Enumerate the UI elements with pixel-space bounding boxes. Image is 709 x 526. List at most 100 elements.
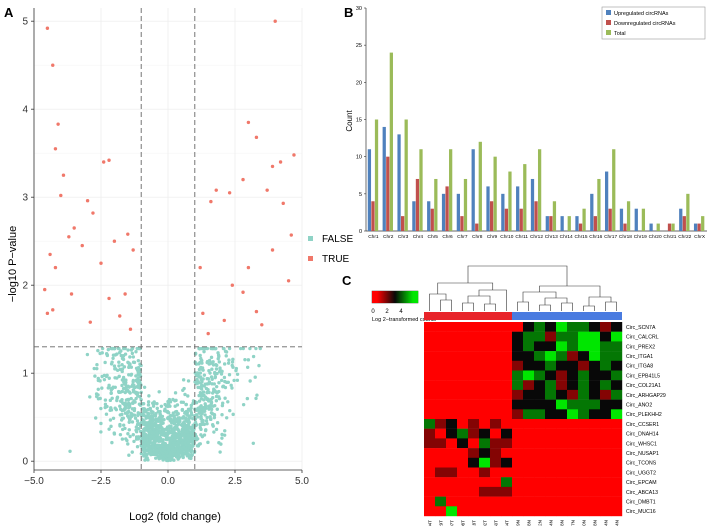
heatmap-cell <box>490 467 502 478</box>
volcano-point-false <box>168 452 172 457</box>
volcano-point-false <box>104 405 108 409</box>
volcano-point-true <box>53 265 58 270</box>
panel-label-b: B <box>344 5 353 20</box>
volcano-point-false <box>130 351 135 356</box>
volcano-point-false <box>189 453 194 458</box>
heatmap-cell <box>468 457 480 468</box>
bar-legend-label-down: Downregulated circRNAs <box>614 21 676 27</box>
heatmap-cell <box>578 419 590 429</box>
volcano-point-false <box>251 354 256 359</box>
heatmap-cell <box>435 506 447 517</box>
bar-downregulated-chr21 <box>667 223 672 231</box>
bar-downregulated-chr22 <box>682 216 686 231</box>
volcano-point-false <box>187 414 191 418</box>
volcano-point-false <box>160 426 164 430</box>
volcano-point-false <box>95 366 99 371</box>
heatmap-cell <box>490 351 502 361</box>
color-key-segment <box>373 291 375 303</box>
volcano-point-false <box>125 397 130 402</box>
heatmap-cell <box>468 370 480 381</box>
volcano-point-false <box>253 375 257 379</box>
volcano-point-false <box>205 421 209 426</box>
volcano-point-false <box>107 427 111 431</box>
volcano-point-false <box>210 377 214 382</box>
volcano-point-false <box>127 415 131 420</box>
heatmap-cell <box>512 399 524 410</box>
color-key-segment <box>380 291 382 303</box>
heatmap-row-label: Circ_COL21A1 <box>626 383 661 389</box>
heatmap-cell <box>611 331 623 342</box>
volcano-point-false <box>212 430 216 434</box>
volcano-point-false <box>98 351 102 356</box>
heatmap-cell <box>589 486 601 497</box>
volcano-point-false <box>145 452 149 457</box>
heatmap-cell <box>545 419 557 429</box>
volcano-point-false <box>105 373 109 377</box>
volcano-point-false <box>147 432 151 436</box>
dendrogram-link <box>467 265 568 286</box>
volcano-point-true <box>246 120 251 125</box>
volcano-point-false <box>213 371 217 376</box>
heatmap-cell <box>435 428 447 439</box>
bar-category-label: Chr20 <box>649 234 662 240</box>
volcano-point-false <box>176 450 180 454</box>
heatmap-cell <box>523 399 535 410</box>
volcano-point-false <box>159 421 163 425</box>
bar-upregulated-chr18 <box>619 208 624 231</box>
heatmap-cell <box>578 322 590 332</box>
heatmap-row-label: Circ_ITGA8 <box>626 364 653 370</box>
bar-y-tick-label: 5 <box>359 192 362 198</box>
volcano-point-false <box>222 362 227 366</box>
heatmap-cell <box>490 428 502 439</box>
volcano-point-false <box>117 364 121 368</box>
bar-total-chr11 <box>523 164 527 231</box>
bar-category-label: Chr2 <box>383 234 394 240</box>
volcano-point-false <box>176 439 180 444</box>
volcano-point-false <box>181 422 185 426</box>
volcano-point-false <box>147 412 151 416</box>
heatmap-cell <box>534 409 546 420</box>
volcano-point-false <box>142 385 147 389</box>
color-key-tick-0: 0 <box>371 309 375 315</box>
volcano-point-false <box>235 378 240 383</box>
volcano-point-false <box>167 397 172 402</box>
heatmap-cell <box>457 389 469 400</box>
heatmap-cell <box>512 360 524 371</box>
heatmap-cell <box>534 486 546 497</box>
heatmap-cell <box>556 351 568 361</box>
volcano-point-false <box>199 387 204 391</box>
heatmap-cell <box>501 448 513 458</box>
heatmap-cell <box>556 496 568 507</box>
bar-total-chr21 <box>671 223 675 231</box>
volcano-point-true <box>107 158 111 162</box>
volcano-point-true <box>270 164 275 169</box>
volcano-point-false <box>155 401 159 406</box>
color-key-segment <box>383 291 385 303</box>
volcano-point-false <box>171 428 175 433</box>
bar-upregulated-chr12 <box>530 178 535 231</box>
volcano-point-false <box>142 439 147 443</box>
volcano-point-false <box>194 373 199 378</box>
volcano-point-false <box>156 409 160 414</box>
heatmap-row-label: Circ_CALCRL <box>626 335 659 341</box>
heatmap-cell <box>534 370 546 381</box>
heatmap-cell <box>490 438 502 449</box>
heatmap-cell <box>512 477 524 488</box>
volcano-point-false <box>219 372 224 376</box>
volcano-point-false <box>245 396 250 401</box>
color-key-segment <box>417 291 419 303</box>
volcano-point-false <box>176 444 180 448</box>
heatmap-cell <box>534 322 546 332</box>
heatmap-cell <box>424 389 436 400</box>
bar-upregulated-chr22 <box>679 208 683 231</box>
bar-total-chrx <box>701 216 705 231</box>
heatmap-cell <box>457 419 469 429</box>
heatmap-cell <box>479 448 491 458</box>
heatmap-cell <box>479 409 491 420</box>
volcano-point-false <box>171 411 176 415</box>
dendrogram-link <box>544 297 568 305</box>
color-key-segment <box>381 291 383 303</box>
volcano-point-false <box>132 390 137 394</box>
volcano-point-false <box>112 364 117 368</box>
heatmap-cell <box>490 477 502 488</box>
